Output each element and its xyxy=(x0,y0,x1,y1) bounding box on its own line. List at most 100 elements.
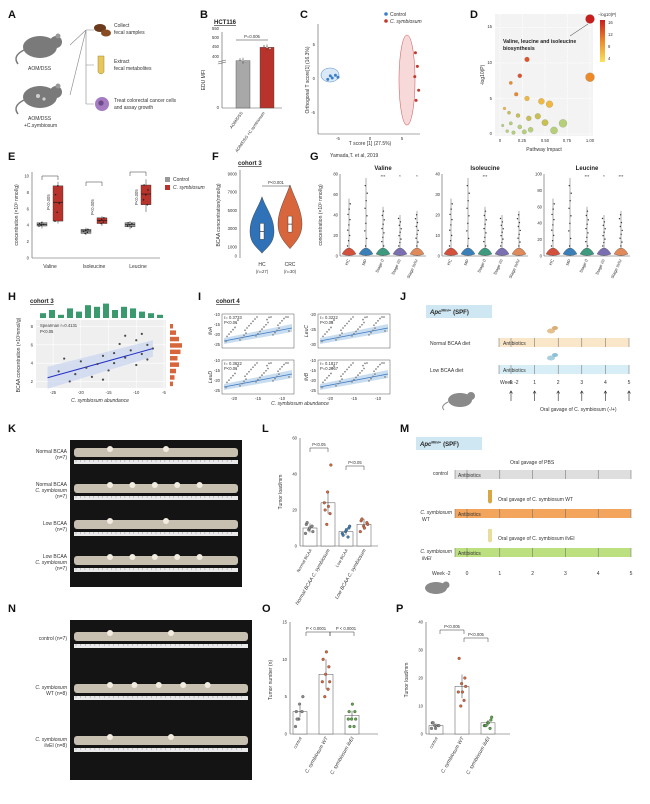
h-point-11 xyxy=(118,342,121,346)
i-point xyxy=(339,334,341,337)
g-outlier xyxy=(382,236,384,238)
i-point xyxy=(232,374,234,377)
h-point-16 xyxy=(140,352,143,356)
e-point xyxy=(128,223,131,226)
o-pval-0: P < 0.0001 xyxy=(306,626,327,631)
i-point xyxy=(351,381,353,383)
d-ytick-1: 5 xyxy=(490,96,493,101)
n-colon-0 xyxy=(74,632,248,641)
i-point xyxy=(355,376,357,379)
b-point xyxy=(241,59,245,62)
i-ytick-3-1: -15 xyxy=(310,368,317,373)
h-point-6 xyxy=(96,362,99,366)
e-point xyxy=(146,203,149,206)
i-point xyxy=(266,318,268,321)
o-point-0-5 xyxy=(301,695,305,699)
i-point xyxy=(326,377,328,379)
l-ytick-2: 40 xyxy=(292,472,297,477)
g-outlier xyxy=(553,218,555,221)
p-point-1-4 xyxy=(463,676,467,680)
k-row-label-1-1: C. symbiosum xyxy=(35,488,67,494)
i-point xyxy=(281,319,283,322)
h-point-21 xyxy=(124,334,127,337)
g-outlier xyxy=(619,214,622,216)
g-cat-1-3: Stage I/II xyxy=(492,258,504,275)
k-tumor xyxy=(174,482,181,488)
g-outlier xyxy=(467,200,469,202)
g-ylabel: concentration (×10³ nmol/g) xyxy=(318,184,324,246)
h-point-19 xyxy=(146,343,149,346)
i-xtick-2-2: -10 xyxy=(279,396,286,401)
g-ytick-0-1: 20 xyxy=(333,233,338,238)
i-xtick-2-0: -20 xyxy=(231,396,238,401)
e-legend-csymbiosum-swatch xyxy=(165,185,170,190)
k-row-label-3-0: Low BCAA xyxy=(43,554,68,560)
c-point-0-4 xyxy=(336,75,340,79)
mouse-aomdss-csymbiosum-icon xyxy=(15,83,62,115)
f-cat-1: CRC xyxy=(285,262,296,268)
panel-h: H cohort 3 -25 -20 -15 -10 -5 2 4 6 8 Spearman r… xyxy=(8,291,182,404)
k-tumor xyxy=(163,518,169,524)
panel-l-label: L xyxy=(262,423,269,435)
e-point xyxy=(56,211,58,214)
i-point xyxy=(263,326,265,328)
j-model-cond: (SPF) xyxy=(453,310,469,316)
g-outlier xyxy=(347,229,349,231)
j-food-low-icon xyxy=(547,353,558,361)
step-extract: Extract xyxy=(114,59,130,65)
g-outlier xyxy=(551,213,553,216)
i-point xyxy=(283,317,285,320)
d-xtick-0: 0 xyxy=(499,138,502,143)
panel-o-label: O xyxy=(262,603,271,615)
i-point xyxy=(363,367,365,370)
i-point xyxy=(244,329,246,332)
p-ytick-2: 20 xyxy=(418,676,423,681)
p-ytick-4: 40 xyxy=(418,620,423,625)
j-diet-low: Low BCAA diet xyxy=(430,368,464,374)
d-point-17 xyxy=(509,121,513,126)
e-point xyxy=(54,220,56,222)
g-outlier xyxy=(602,224,605,227)
h-xtick-0: -25 xyxy=(50,390,57,395)
h-sidehist-bar-0 xyxy=(170,324,173,329)
g-outlier xyxy=(415,225,418,228)
h-ytick-2: 6 xyxy=(31,342,34,347)
c-point-1-2 xyxy=(413,75,417,79)
o-point-0-4 xyxy=(298,702,302,706)
h-xtick-3: -10 xyxy=(133,390,140,395)
d-point-11 xyxy=(515,113,521,118)
i-point xyxy=(374,373,376,376)
e-ytick-2: 4 xyxy=(27,223,30,228)
i-point xyxy=(362,364,364,367)
b-point xyxy=(262,45,266,48)
f-ytick-3: 5000 xyxy=(228,208,238,213)
m-model-sup: Min/+ xyxy=(431,441,442,445)
j-low-bar xyxy=(499,365,629,374)
o-point-2-1 xyxy=(346,717,350,721)
i-point xyxy=(285,362,287,364)
j-arrow-1 xyxy=(509,390,513,401)
i-point xyxy=(346,368,348,371)
i-point xyxy=(230,331,232,333)
m-row-wt-1: C. symbiosum xyxy=(420,510,452,516)
o-ytick-2: 10 xyxy=(282,657,287,662)
i-ylabel-2: LeuD xyxy=(208,371,214,383)
h-tophist-bar-4 xyxy=(76,311,82,318)
g-outlier xyxy=(449,213,451,216)
e-box-1-0 xyxy=(52,185,64,222)
i-point xyxy=(361,369,363,372)
h-tophist-bar-11 xyxy=(139,311,145,318)
p-point-1-2 xyxy=(456,690,460,694)
i-point xyxy=(252,320,254,323)
d-annotation-1: Valine, leucine and isoleucine xyxy=(503,39,576,45)
o-point-1-5 xyxy=(321,657,325,661)
c-point-1-4 xyxy=(414,98,418,102)
m-row-ilvei-2: ilvEI xyxy=(422,556,432,562)
d-point-20 xyxy=(505,129,509,133)
i-point xyxy=(364,316,366,319)
i-point xyxy=(246,373,248,375)
i-ytick-1-0: -20 xyxy=(310,312,317,317)
d-xtick-3: 0.75 xyxy=(563,138,572,143)
i-point xyxy=(342,373,344,375)
i-point xyxy=(265,323,267,326)
